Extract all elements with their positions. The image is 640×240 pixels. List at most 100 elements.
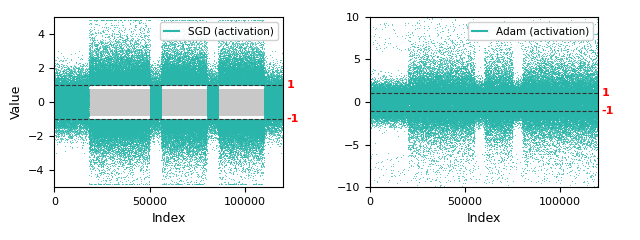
Point [453,101,463,105]
Point [472,106,482,109]
Point [454,99,464,103]
Point [223,99,233,103]
Point [502,94,512,98]
Point [492,101,502,105]
Point [545,101,555,104]
Point [513,104,523,108]
Point [274,102,284,106]
Point [74,110,84,114]
Point [525,99,536,103]
Point [576,101,586,105]
Point [59,95,69,98]
Point [174,107,184,111]
Point [216,88,227,92]
Point [174,98,184,102]
Point [159,92,169,96]
Point [212,110,222,114]
Point [542,101,552,105]
Point [588,100,598,104]
Point [429,93,439,96]
Point [554,101,564,104]
Point [124,119,134,123]
Point [272,97,282,101]
Point [135,74,145,78]
Point [97,51,108,55]
Point [382,100,392,104]
Point [252,131,262,135]
Point [193,109,203,113]
Point [189,108,199,112]
Point [97,72,107,76]
Point [83,111,93,115]
Point [273,103,284,107]
Point [511,100,521,104]
Point [402,101,412,104]
Point [500,92,510,96]
Point [122,66,132,70]
Point [413,95,424,98]
Point [81,119,92,123]
Point [218,63,228,66]
Point [111,51,121,54]
Point [148,93,159,97]
Point [541,99,551,103]
Point [219,102,229,106]
Point [508,105,518,108]
Point [509,99,520,103]
Point [153,106,163,109]
Point [579,110,589,114]
Point [76,107,86,110]
Point [378,100,388,104]
Point [588,83,598,87]
Point [261,91,271,95]
Point [474,101,484,105]
Point [511,96,522,100]
Point [545,101,555,104]
Point [493,100,504,104]
Point [413,100,424,104]
Point [246,90,257,94]
Point [84,121,95,125]
Point [563,101,573,105]
Point [531,94,541,98]
Point [96,82,106,86]
Point [108,130,118,133]
Point [486,89,496,93]
Point [58,122,68,126]
Point [371,101,381,104]
Point [383,107,394,111]
Point [49,99,60,103]
Point [135,90,145,93]
Point [403,161,413,165]
Point [135,100,145,103]
Point [410,116,420,120]
Point [113,141,123,145]
Point [138,123,148,127]
Point [230,95,240,99]
Point [548,106,559,110]
Point [457,104,467,108]
Point [161,79,172,83]
Point [466,97,476,101]
Point [543,63,553,67]
Point [467,100,477,103]
Point [83,90,93,93]
Point [224,71,234,75]
Point [168,113,178,117]
Point [569,89,579,93]
Point [201,135,211,139]
Point [173,91,184,95]
Point [110,75,120,79]
Point [73,91,83,95]
Point [150,107,160,111]
Point [95,71,106,75]
Point [401,101,411,104]
Point [389,99,399,103]
Point [530,100,540,104]
Point [125,67,136,71]
Point [70,100,80,104]
Point [109,103,120,107]
Point [511,99,522,103]
Point [520,100,531,104]
Point [207,100,218,103]
